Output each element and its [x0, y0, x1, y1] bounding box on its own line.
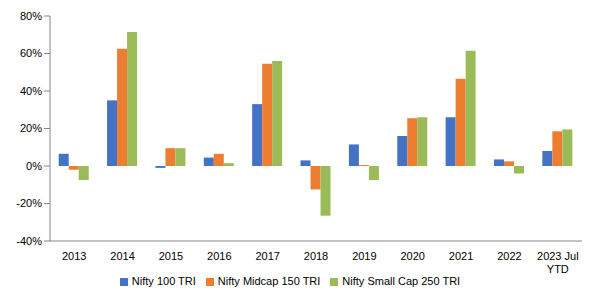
svg-text:60%: 60% — [20, 47, 42, 59]
svg-text:2013: 2013 — [62, 250, 86, 262]
svg-text:-20%: -20% — [16, 197, 42, 209]
svg-text:2015: 2015 — [159, 250, 183, 262]
svg-text:2014: 2014 — [110, 250, 134, 262]
svg-text:0%: 0% — [26, 160, 42, 172]
html-text:Nifty Midcap 150 TRI: Nifty Midcap 150 TRI — [217, 275, 321, 287]
svg-text:40%: 40% — [20, 85, 42, 97]
svg-text:2016: 2016 — [207, 250, 231, 262]
html-text:Nifty 100 TRI: Nifty 100 TRI — [131, 275, 196, 287]
svg-text:-40%: -40% — [16, 235, 42, 247]
svg-text:2022: 2022 — [497, 250, 521, 262]
svg-text:2017: 2017 — [255, 250, 279, 262]
html-text:Nifty Small Cap 250 TRI: Nifty Small Cap 250 TRI — [342, 275, 461, 287]
svg-text:2019: 2019 — [352, 250, 376, 262]
svg-text:2021: 2021 — [449, 250, 473, 262]
svg-text:20%: 20% — [20, 122, 42, 134]
svg-text:80%: 80% — [20, 10, 42, 22]
svg-text:2020: 2020 — [400, 250, 424, 262]
svg-text:2018: 2018 — [304, 250, 328, 262]
svg-text:2023 JulYTD: 2023 JulYTD — [537, 250, 579, 275]
